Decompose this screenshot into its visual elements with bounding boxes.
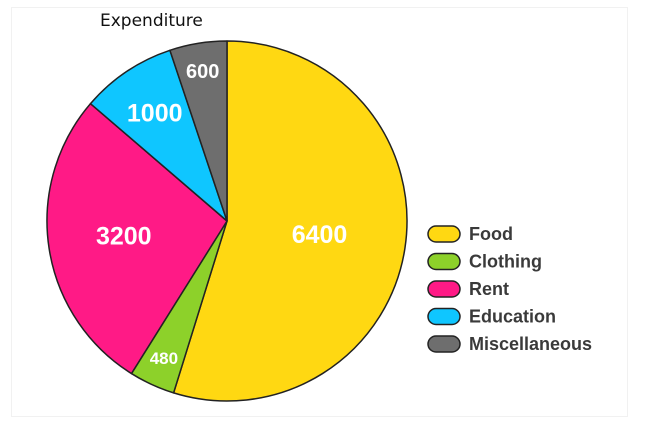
slice-food xyxy=(172,40,408,402)
data-label-rent: 3200 xyxy=(96,223,152,251)
pie-slices xyxy=(46,40,408,402)
legend-swatch-miscellaneous xyxy=(427,335,461,353)
legend-label-food: Food xyxy=(469,224,513,244)
data-label-education: 1000 xyxy=(127,99,183,127)
slice-miscellaneous xyxy=(169,40,228,222)
slice-rent xyxy=(46,102,228,375)
legend-swatch-food xyxy=(427,225,461,243)
legend-swatch-education xyxy=(427,307,461,326)
data-label-clothing: 480 xyxy=(150,349,178,368)
legend-label-education: Education xyxy=(469,307,556,327)
data-label-food: 6400 xyxy=(292,221,348,249)
legend-label-miscellaneous: Miscellaneous xyxy=(469,334,592,354)
slice-education xyxy=(89,49,228,222)
legend-label-clothing: Clothing xyxy=(469,252,542,272)
chart-title: Expenditure xyxy=(100,11,203,31)
legend-swatch-rent xyxy=(427,280,461,298)
legend-label-rent: Rent xyxy=(469,279,509,299)
chart-legend: Food Clothing Rent Education Miscellaneous xyxy=(427,224,592,354)
data-label-miscellaneous: 600 xyxy=(186,61,219,83)
legend-swatch-clothing xyxy=(427,252,461,271)
